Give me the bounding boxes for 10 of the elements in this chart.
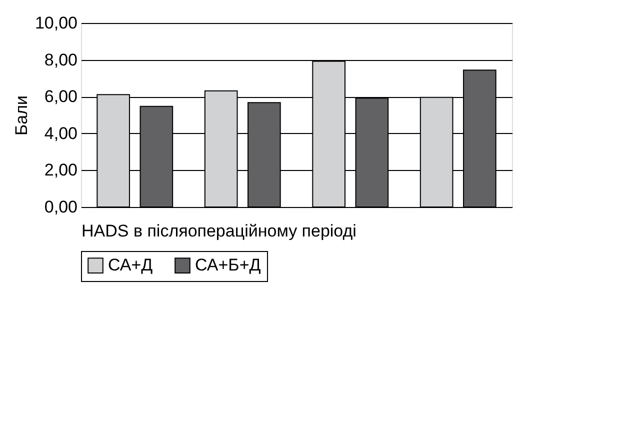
- y-tick-label: 2,00: [44, 160, 78, 180]
- x-axis-title: HADS в післяопераційному періоді: [82, 222, 356, 240]
- legend-label: СА+Б+Д: [195, 256, 262, 275]
- y-tick-label: 8,00: [44, 50, 78, 70]
- y-axis-title: Бали: [12, 95, 31, 136]
- y-tick-label: 10,00: [34, 14, 78, 32]
- y-tick-label: 4,00: [44, 124, 78, 143]
- legend-label: СА+Д: [108, 256, 154, 275]
- y-tick-label: 6,00: [44, 87, 78, 106]
- y-tick-label: 0,00: [44, 198, 78, 216]
